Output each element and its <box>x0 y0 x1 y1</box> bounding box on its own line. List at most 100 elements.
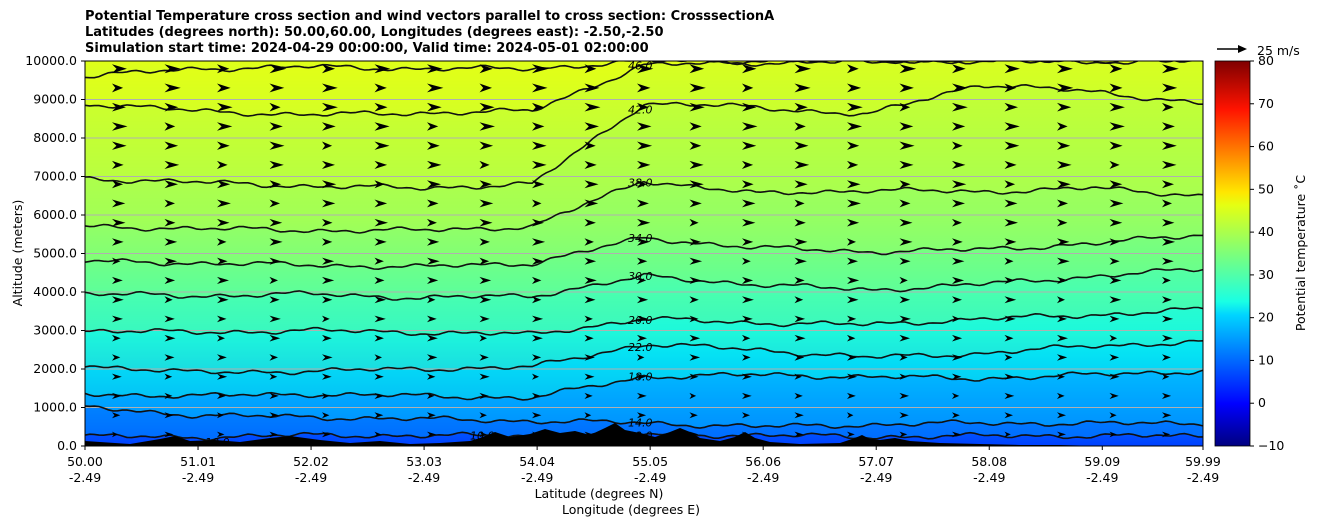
wind-vector <box>532 412 542 419</box>
wind-vector <box>952 354 963 361</box>
wind-vector <box>374 373 384 380</box>
wind-vector <box>479 64 493 74</box>
contour-line <box>85 369 1203 401</box>
wind-vector <box>952 102 968 112</box>
y-axis: 0.0 1000.0 2000.0 3000.0 4000.0 5000.0 6000.0 7… <box>25 53 85 453</box>
wind-vector <box>1162 257 1174 265</box>
wind-vector <box>479 315 490 323</box>
wind-vector <box>794 334 806 342</box>
wind-vector <box>742 296 754 304</box>
wind-vector <box>112 122 128 131</box>
wind-vector <box>217 64 230 74</box>
wind-vector <box>1057 102 1072 112</box>
wind-vector <box>899 238 913 246</box>
wind-vector <box>164 276 176 284</box>
wind-vector <box>637 64 654 74</box>
wind-vector <box>584 276 597 284</box>
wind-reference-label: 25 m/s <box>1257 43 1300 58</box>
wind-vector <box>479 238 490 246</box>
wind-vector <box>532 431 541 438</box>
wind-vector <box>742 122 758 131</box>
wind-vector <box>532 334 543 342</box>
wind-vector <box>322 412 330 419</box>
wind-vector <box>374 354 382 361</box>
wind-vector <box>164 431 174 438</box>
wind-vector <box>689 354 701 361</box>
wind-vector <box>637 392 647 399</box>
wind-vector <box>269 160 284 169</box>
contour-line <box>85 180 1203 234</box>
wind-vector <box>1162 276 1171 284</box>
wind-vector <box>1162 296 1172 304</box>
wind-vector <box>899 83 914 93</box>
wind-vector <box>584 296 596 304</box>
wind-vector <box>689 83 706 93</box>
wind-vector <box>112 238 124 246</box>
wind-vector <box>637 354 645 361</box>
wind-vector <box>322 392 330 399</box>
wind-vector <box>374 392 385 399</box>
wind-vector <box>532 276 542 284</box>
wind-vector <box>1004 83 1017 93</box>
wind-vector <box>374 218 388 227</box>
wind-vector <box>1109 296 1122 304</box>
wind-vector <box>794 354 805 361</box>
wind-vector <box>427 276 439 284</box>
title-line-1: Potential Temperature cross section and … <box>85 9 775 24</box>
wind-vector <box>322 83 338 93</box>
wind-vector <box>1162 373 1170 380</box>
wind-vector <box>742 180 754 189</box>
wind-vector <box>1109 141 1123 150</box>
wind-vector <box>217 218 230 227</box>
wind-vector <box>1162 315 1174 323</box>
wind-vector <box>217 373 228 380</box>
wind-vector <box>1004 160 1017 169</box>
wind-vector <box>217 276 229 284</box>
wind-vector <box>217 83 231 93</box>
wind-vector <box>427 257 440 265</box>
wind-vector <box>847 431 855 438</box>
wind-vector <box>374 238 387 246</box>
wind-vector <box>1109 238 1120 246</box>
wind-vector <box>532 122 545 131</box>
wind-vector <box>427 83 444 93</box>
x-tick-label-lon: -2.49 <box>860 470 892 485</box>
wind-vector <box>584 257 597 265</box>
wind-vector <box>269 412 279 419</box>
x-tick-label-lat: 55.05 <box>632 454 668 469</box>
wind-vector <box>794 122 806 131</box>
wind-vector <box>584 102 601 112</box>
wind-vector <box>322 373 332 380</box>
wind-vector <box>742 276 754 284</box>
colorbar-ticks: −10 0 10 20 30 40 50 60 70 80 <box>1250 53 1284 453</box>
wind-vector <box>1004 334 1014 342</box>
wind-vector <box>217 141 230 150</box>
x-tick-label-lon: -2.49 <box>295 470 327 485</box>
wind-vector <box>689 257 703 265</box>
wind-vector <box>952 238 963 246</box>
wind-vector <box>1057 276 1068 284</box>
wind-vector <box>1109 354 1120 361</box>
x-tick-label-lat: 58.08 <box>971 454 1007 469</box>
wind-vector <box>1109 257 1120 265</box>
wind-vector <box>689 238 701 246</box>
wind-vector <box>899 392 909 399</box>
wind-vector <box>164 238 178 246</box>
contour-line <box>85 268 1203 301</box>
colorbar <box>1214 60 1251 447</box>
colorbar-tick-label: −10 <box>1258 438 1284 453</box>
wind-vector <box>427 296 436 304</box>
y-tick-label: 2000.0 <box>33 361 77 376</box>
wind-vector <box>952 334 963 342</box>
wind-vector <box>1057 64 1073 74</box>
wind-vector <box>374 141 390 150</box>
wind-vector <box>532 141 547 150</box>
wind-vector <box>899 315 911 323</box>
wind-vector <box>794 276 805 284</box>
temperature-band <box>85 61 1203 190</box>
wind-vector <box>1004 257 1014 265</box>
wind-vector <box>1004 373 1015 380</box>
wind-vector <box>427 238 440 246</box>
wind-vector <box>532 180 545 189</box>
wind-vector <box>1109 122 1125 131</box>
